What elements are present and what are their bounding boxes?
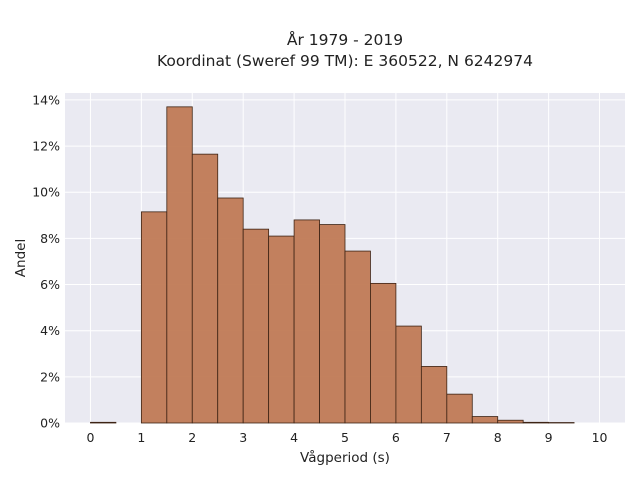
y-axis-ticks: 0% 2% 4% 6% 8% 10% 12% 14%	[32, 92, 60, 430]
histogram-bar-6	[242, 228, 270, 424]
histogram-bar-7	[268, 235, 295, 424]
x-tick-label-0: 0	[86, 430, 94, 445]
histogram-bar-17	[522, 421, 550, 424]
y-tick-label-1: 2%	[40, 369, 60, 384]
histogram-bars	[90, 106, 575, 424]
x-tick-label-10: 10	[592, 430, 608, 445]
y-tick-label-7: 14%	[32, 92, 60, 107]
histogram-bar-16	[497, 419, 524, 424]
histogram-bar-11	[370, 282, 397, 424]
y-tick-label-2: 4%	[40, 323, 60, 338]
y-tick-label-4: 8%	[40, 231, 60, 246]
chart-title-line1: År 1979 - 2019	[287, 30, 403, 49]
x-tick-label-9: 9	[545, 430, 553, 445]
x-tick-label-4: 4	[290, 430, 298, 445]
y-tick-label-6: 12%	[32, 139, 60, 154]
histogram-bar-3	[166, 106, 193, 424]
y-tick-label-3: 6%	[40, 277, 60, 292]
chart-title-line2: Koordinat (Sweref 99 TM): E 360522, N 62…	[157, 52, 533, 70]
x-tick-label-6: 6	[392, 430, 400, 445]
histogram-bar-15	[471, 416, 499, 424]
y-tick-label-0: 0%	[40, 416, 60, 431]
x-axis-label: Vågperiod (s)	[300, 449, 390, 466]
y-axis-label: Andel	[13, 239, 29, 277]
histogram-bar-0	[90, 421, 117, 424]
histogram-bar-5	[217, 197, 244, 424]
x-tick-label-2: 2	[188, 430, 196, 445]
histogram-bar-14	[446, 393, 473, 424]
x-tick-label-8: 8	[494, 430, 502, 445]
histogram-bar-10	[344, 250, 371, 424]
histogram-bar-12	[395, 325, 422, 424]
histogram-bar-9	[319, 224, 346, 424]
histogram-bar-8	[293, 219, 320, 424]
x-tick-label-1: 1	[137, 430, 145, 445]
histogram-bar-2	[140, 211, 168, 424]
x-tick-label-3: 3	[239, 430, 247, 445]
x-axis-ticks: 0 1 2 3 4 5 6 7 8 9 10	[86, 430, 607, 445]
y-tick-label-5: 10%	[32, 185, 60, 200]
x-tick-label-7: 7	[443, 430, 451, 445]
histogram-bar-4	[191, 153, 219, 424]
x-tick-label-5: 5	[341, 430, 349, 445]
histogram-bar-13	[420, 366, 448, 424]
